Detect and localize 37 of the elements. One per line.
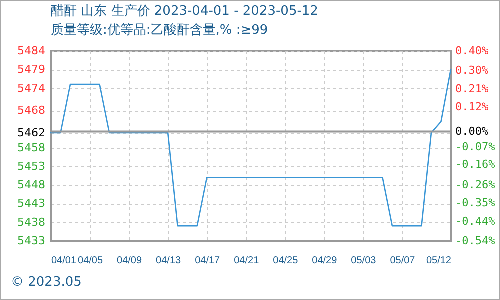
- y2-tick-label: -0.07%: [456, 140, 496, 154]
- y-tick-label: 5438: [18, 216, 46, 229]
- x-tick-label: 04/01: [52, 256, 77, 266]
- y2-tick-label: -0.44%: [456, 215, 496, 228]
- x-tick-label: 04/21: [234, 256, 260, 266]
- x-tick-label: 04/29: [312, 256, 338, 266]
- y-tick-label: 5479: [18, 63, 46, 76]
- y2-tick-label: -0.54%: [456, 234, 496, 248]
- y-tick-label: 5458: [18, 141, 46, 154]
- x-tick-label: 05/12: [426, 256, 452, 266]
- y-tick-label: 5453: [18, 160, 46, 173]
- y2-tick-label: 0.12%: [456, 100, 489, 114]
- y-tick-label: 5468: [18, 104, 46, 118]
- y-tick-label: 5484: [18, 44, 46, 58]
- y-tick-label: 5448: [18, 178, 46, 192]
- y2-tick-label: 0.21%: [456, 82, 489, 96]
- x-tick-label: 05/07: [390, 256, 416, 266]
- y-tick-label: 5443: [18, 197, 46, 210]
- text: © 2023.05: [11, 275, 82, 290]
- x-tick-label: 05/03: [351, 256, 377, 266]
- x-tick-label: 04/05: [78, 256, 104, 266]
- y2-tick-label: 0.40%: [456, 44, 489, 58]
- y2-tick-label: -0.26%: [456, 178, 496, 192]
- y2-tick-label: 0.30%: [456, 64, 489, 77]
- chart-title: 醋酐 山东 生产价 2023-04-01 - 2023-05-12: [51, 4, 318, 19]
- y-tick-label: 5433: [18, 234, 46, 248]
- x-tick-label: 04/09: [117, 256, 142, 266]
- x-tick-label: 04/25: [273, 256, 299, 266]
- chart-subtitle: 质量等级:优等品:乙酸酐含量,% :≥99: [51, 23, 268, 38]
- y2-tick-label: -0.16%: [456, 158, 496, 171]
- x-tick-label: 04/13: [156, 256, 182, 266]
- x-tick-label: 04/17: [195, 256, 221, 266]
- y-tick-label: 5462: [18, 126, 46, 140]
- y2-tick-label: -0.35%: [456, 196, 496, 210]
- y2-tick-label: 0.00%: [456, 125, 489, 138]
- line-series: [50, 68, 452, 227]
- y-tick-label: 5474: [18, 82, 46, 95]
